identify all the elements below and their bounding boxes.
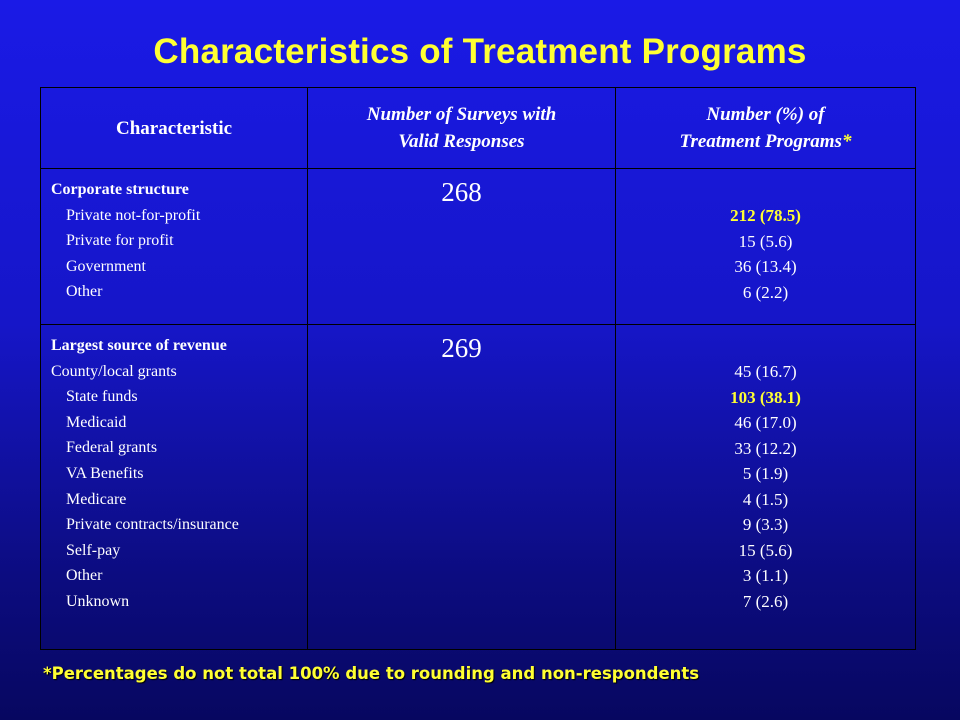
value-item: 46 (17.0) <box>734 413 797 432</box>
value-item: 7 (2.6) <box>742 591 789 611</box>
page-title: Characteristics of Treatment Programs <box>153 32 807 71</box>
value-item: 4 (1.5) <box>742 489 789 509</box>
list-item: Private not-for-profit <box>66 206 201 224</box>
header-programs-asterisk: * <box>841 131 852 152</box>
surveys-count: 269 <box>441 333 482 363</box>
characteristic-cell: Largest source of revenue County/local g… <box>40 324 308 650</box>
value-item: 15 (5.6) <box>738 231 793 251</box>
row-heading: Largest source of revenue <box>51 337 227 354</box>
list-item: Government <box>66 257 146 275</box>
list-item: County/local grants <box>51 362 177 380</box>
table-header-row: Characteristic Number of Surveys with Va… <box>40 87 916 169</box>
characteristic-cell: Corporate structure Private not-for-prof… <box>40 168 308 325</box>
list-item: Unknown <box>66 592 130 610</box>
list-item: Medicaid <box>66 413 127 431</box>
surveys-count-cell: 269 <box>307 324 616 650</box>
header-surveys-line2: Valid Responses <box>398 131 525 152</box>
value-item: 3 (1.1) <box>742 566 789 585</box>
list-item: Federal grants <box>66 439 158 457</box>
programs-values-cell: 45 (16.7) 103 (38.1) 46 (17.0) 33 (12.2)… <box>615 324 916 650</box>
value-item: 6 (2.2) <box>742 282 789 302</box>
value-item: 9 (3.3) <box>742 515 789 534</box>
list-item: Medicare <box>66 490 127 508</box>
header-programs-line1: Number (%) of <box>706 104 825 125</box>
header-programs: Number (%) of Treatment Programs* <box>615 87 916 169</box>
footnote: *Percentages do not total 100% due to ro… <box>43 664 700 683</box>
list-item: Other <box>66 283 103 301</box>
list-item: Private for profit <box>66 232 174 250</box>
surveys-count-cell: 268 <box>307 168 616 325</box>
value-item: 45 (16.7) <box>734 362 797 381</box>
header-programs-line2: Treatment Programs <box>679 131 842 152</box>
list-item: Other <box>66 567 103 585</box>
table-row: Corporate structure Private not-for-prof… <box>40 168 916 325</box>
characteristics-table: Characteristic Number of Surveys with Va… <box>40 87 916 650</box>
value-item: 15 (5.6) <box>738 540 793 560</box>
header-characteristic-label: Characteristic <box>115 117 233 139</box>
header-surveys-line1: Number of Surveys with <box>366 104 557 125</box>
value-item: 33 (12.2) <box>734 438 797 458</box>
programs-values-cell: 212 (78.5) 15 (5.6) 36 (13.4) 6 (2.2) <box>615 168 916 325</box>
value-item: 5 (1.9) <box>742 464 789 483</box>
surveys-count: 268 <box>441 177 482 207</box>
list-item: Private contracts/insurance <box>66 516 239 534</box>
value-item: 212 (78.5) <box>730 206 801 225</box>
list-item: Self-pay <box>66 541 121 559</box>
row-heading: Corporate structure <box>51 181 189 198</box>
value-item: 103 (38.1) <box>730 387 801 407</box>
value-item: 36 (13.4) <box>734 257 797 276</box>
list-item: State funds <box>66 388 138 406</box>
list-item: VA Benefits <box>66 464 144 482</box>
table-row: Largest source of revenue County/local g… <box>40 324 916 650</box>
header-characteristic: Characteristic <box>40 87 308 169</box>
header-surveys: Number of Surveys with Valid Responses <box>307 87 616 169</box>
